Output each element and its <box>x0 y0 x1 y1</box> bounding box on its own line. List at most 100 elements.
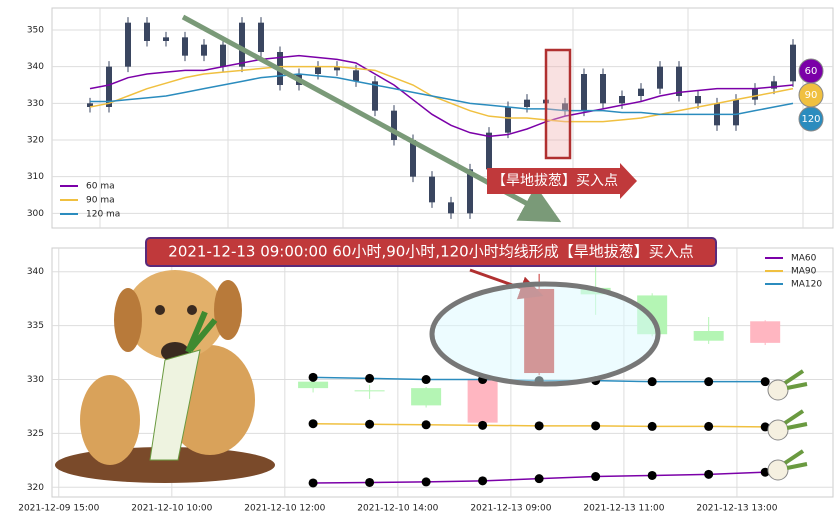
y-tick-label: 320 <box>27 136 44 146</box>
candle-body <box>410 140 416 177</box>
ma-dot <box>534 421 544 431</box>
ma-dot <box>647 421 657 431</box>
candle-body <box>334 66 340 71</box>
candle-body <box>790 44 796 82</box>
candle-body <box>693 331 724 341</box>
ma-dot <box>591 421 601 431</box>
candle-body <box>562 103 568 111</box>
ma-line <box>89 54 794 138</box>
candle-body <box>619 96 625 104</box>
ma-dot <box>704 377 714 387</box>
candle-body <box>411 388 442 406</box>
y-tick-label: 350 <box>27 26 44 36</box>
ma-dot <box>647 470 657 480</box>
candle-body <box>733 99 739 126</box>
ma-dot <box>365 477 375 487</box>
candle-body <box>467 169 473 214</box>
ma-dot <box>365 373 375 383</box>
badge <box>798 106 824 132</box>
legend-label: MA90 <box>791 267 817 277</box>
ma-dot <box>704 469 714 479</box>
candle-body <box>298 381 329 389</box>
x-tick-label: 2021-12-10 12:00 <box>244 504 325 514</box>
annotation-arrow <box>487 163 637 199</box>
ma-dot <box>365 419 375 429</box>
candle-body <box>391 110 397 140</box>
scallion-icons <box>767 369 808 481</box>
y-tick-label: 325 <box>27 429 44 439</box>
ma-dot <box>308 419 318 429</box>
ma-dot <box>478 420 488 430</box>
banner-text: 2021-12-13 09:00:00 60小时,90小时,120小时均线形成【… <box>168 243 693 261</box>
y-tick-label: 320 <box>27 483 44 493</box>
ma-dot <box>760 422 770 432</box>
x-tick-label: 2021-12-13 13:00 <box>696 504 777 514</box>
x-tick-label: 2021-12-10 10:00 <box>131 504 212 514</box>
legend-label: 120 ma <box>86 210 120 220</box>
y-tick-label: 330 <box>27 99 44 109</box>
candle-body <box>353 70 359 82</box>
ma-dot <box>421 477 431 487</box>
legend-label: MA60 <box>791 254 817 264</box>
candle-body <box>771 81 777 89</box>
candle-body <box>657 66 663 89</box>
candle-body <box>372 81 378 111</box>
ma-dot <box>534 474 544 484</box>
y-tick-label: 335 <box>27 321 44 331</box>
candle-body <box>354 390 385 392</box>
y-tick-label: 330 <box>27 375 44 385</box>
ma-dot <box>308 372 318 382</box>
banner <box>145 237 717 267</box>
candle-body <box>429 176 435 203</box>
badge-label: 90 <box>805 90 818 101</box>
ma-dot <box>308 478 318 488</box>
candle-body <box>182 37 188 56</box>
candle-body <box>125 22 131 67</box>
highlight-box <box>544 48 572 160</box>
candle-body <box>163 37 169 41</box>
ma-dot <box>591 472 601 482</box>
candle-body <box>750 321 781 343</box>
ma-dot <box>704 421 714 431</box>
candle-body <box>505 107 511 133</box>
candle-body <box>638 88 644 96</box>
ma-dot <box>421 375 431 385</box>
candle-body <box>448 202 454 214</box>
candle-body <box>201 44 207 56</box>
candle-body <box>87 103 93 107</box>
candle-body <box>220 44 226 67</box>
y-tick-label: 300 <box>27 209 44 219</box>
focus-ellipse <box>429 281 661 387</box>
dog-illustration <box>55 270 275 483</box>
candle-body <box>144 22 150 41</box>
x-tick-label: 2021-12-09 15:00 <box>18 504 99 514</box>
candle-body <box>467 379 498 423</box>
candle-body <box>524 99 530 107</box>
y-tick-label: 340 <box>27 62 44 72</box>
annotation: 【旱地拔葱】买入点 <box>492 173 618 189</box>
ma-dot <box>647 377 657 387</box>
candle-body <box>581 74 587 111</box>
ma-dot <box>421 420 431 430</box>
ma-dot <box>760 467 770 477</box>
candle-body <box>600 74 606 104</box>
ma-dot <box>760 377 770 387</box>
candle-body <box>752 88 758 100</box>
candle-body <box>106 66 112 107</box>
legend-label: MA120 <box>791 280 822 290</box>
candle-body <box>315 66 321 74</box>
candle-body <box>676 66 682 96</box>
ma-dot <box>478 476 488 486</box>
x-tick-label: 2021-12-13 09:00 <box>470 504 551 514</box>
x-tick-label: 2021-12-10 14:00 <box>357 504 438 514</box>
candle-body <box>486 132 492 170</box>
ma-line <box>89 65 794 123</box>
candle-body <box>239 22 245 67</box>
legend-label: 90 ma <box>86 196 115 206</box>
y-tick-label: 340 <box>27 267 44 277</box>
badge-label: 60 <box>805 66 818 77</box>
y-tick-label: 310 <box>27 172 44 182</box>
candle-body <box>695 96 701 104</box>
candle-body <box>258 22 264 52</box>
